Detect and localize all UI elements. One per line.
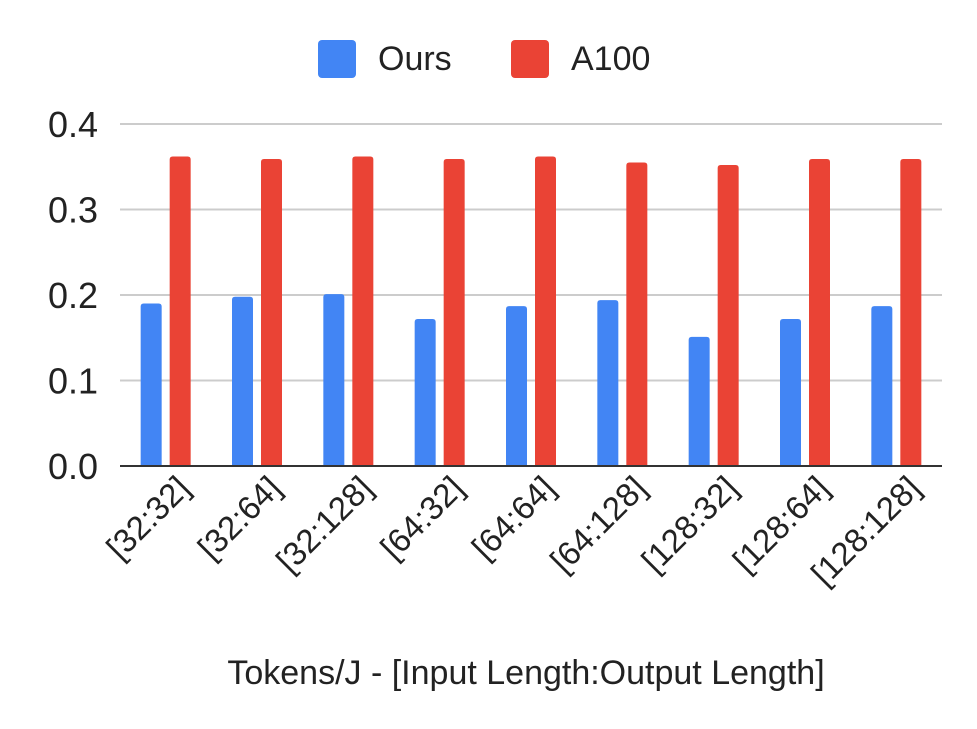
- bar-ours-3: [414, 318, 436, 466]
- bar-a100-6: [717, 165, 739, 467]
- bars: [140, 156, 922, 467]
- bar-a100-2: [352, 156, 374, 467]
- bar-a100-1: [261, 159, 282, 466]
- bar-ours-4: [506, 306, 527, 466]
- y-tick-label: 0.3: [48, 190, 98, 231]
- x-tick-label: [64:32]: [373, 469, 471, 567]
- legend-label-ours: Ours: [378, 40, 452, 78]
- bar-a100-0: [169, 156, 191, 467]
- y-axis-ticks: 0.0 0.1 0.2 0.3 0.4: [48, 104, 98, 487]
- bar-a100-4: [535, 156, 556, 467]
- bar-a100-3: [443, 159, 465, 466]
- bar-ours-2: [323, 294, 345, 466]
- y-tick-label: 0.1: [48, 361, 98, 402]
- x-tick-label: [128:32]: [634, 469, 745, 580]
- x-tick-label: [32:32]: [99, 469, 197, 567]
- bar-ours-7: [780, 318, 801, 466]
- legend: Ours A100: [318, 40, 650, 78]
- x-tick-label: [32:128]: [269, 469, 380, 580]
- gridlines: [120, 123, 942, 382]
- legend-label-a100: A100: [571, 40, 650, 78]
- bar-a100-8: [900, 159, 922, 466]
- legend-swatch-a100: [511, 40, 549, 78]
- bar-a100-5: [626, 162, 648, 466]
- bar-ours-5: [597, 300, 619, 466]
- bar-ours-8: [871, 306, 893, 466]
- x-tick-label: [64:128]: [543, 469, 654, 580]
- bar-ours-1: [232, 296, 253, 466]
- bar-ours-6: [688, 336, 710, 466]
- bar-ours-0: [140, 303, 162, 466]
- x-axis-label: Tokens/J - [Input Length:Output Length]: [227, 654, 824, 692]
- legend-swatch-ours: [318, 40, 356, 78]
- bar-a100-7: [809, 159, 830, 466]
- x-axis-ticks: [32:32][32:64][32:128][64:32][64:64][64:…: [99, 469, 927, 592]
- y-tick-label: 0.4: [48, 104, 98, 145]
- y-tick-label: 0.0: [48, 446, 98, 487]
- y-tick-label: 0.2: [48, 275, 98, 316]
